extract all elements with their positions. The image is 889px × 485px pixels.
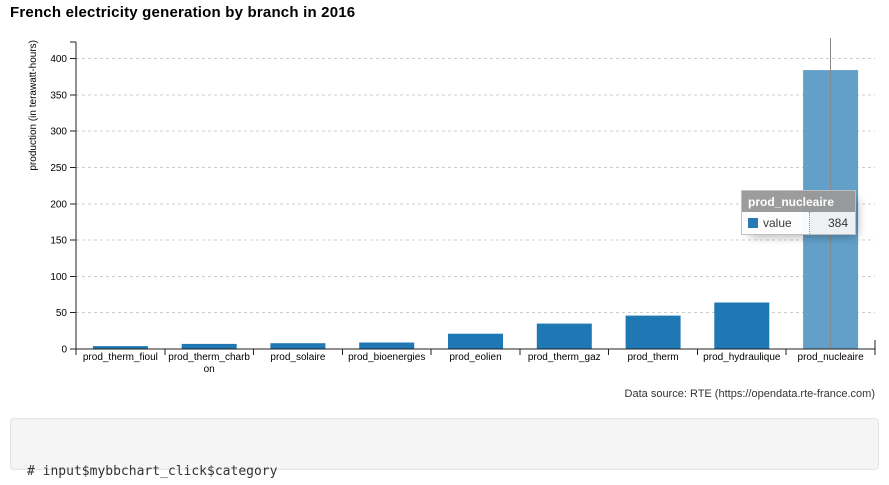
series-color-swatch-icon xyxy=(748,218,758,228)
bar-prod_eolien[interactable] xyxy=(448,333,503,349)
chart-title: French electricity generation by branch … xyxy=(10,4,356,21)
x-label-prod_therm_fioul: prod_therm_fioul xyxy=(82,352,158,363)
y-tick-label-400: 400 xyxy=(50,54,67,65)
tooltip-value: 384 xyxy=(809,212,855,234)
console-output: # input$mybbchart_click$category [1] "pr… xyxy=(10,418,879,479)
bar-prod_therm_gaz[interactable] xyxy=(536,323,592,349)
tooltip-category-title: prod_nucleaire xyxy=(742,191,855,212)
data-source-caption: Data source: RTE (https://opendata.rte-f… xyxy=(624,388,875,400)
y-tick-label-300: 300 xyxy=(50,127,67,138)
y-tick-label-0: 0 xyxy=(61,345,67,356)
y-tick-label-200: 200 xyxy=(50,199,67,210)
x-label-prod_therm_charbon: prod_therm_charbon xyxy=(168,352,250,375)
console-line-comment: # input$mybbchart_click$category xyxy=(27,464,278,479)
tooltip-series-label: value xyxy=(763,216,792,230)
y-tick-label-150: 150 xyxy=(50,236,67,247)
x-label-prod_eolien: prod_eolien xyxy=(449,352,502,363)
y-axis-title: production (in terawatt-hours) xyxy=(28,40,39,171)
y-tick-label-100: 100 xyxy=(50,272,67,283)
bar-prod_therm_fioul[interactable] xyxy=(92,346,148,349)
x-label-prod_therm: prod_therm xyxy=(627,352,679,363)
chart-tooltip: prod_nucleaire value 384 xyxy=(741,190,856,235)
x-label-prod_nucleaire: prod_nucleaire xyxy=(797,352,864,363)
x-label-prod_solaire: prod_solaire xyxy=(270,352,326,363)
tooltip-name-cell: value xyxy=(742,212,809,234)
bar-prod_hydraulique[interactable] xyxy=(714,302,770,350)
x-label-prod_hydraulique: prod_hydraulique xyxy=(703,352,781,363)
x-label-prod_bioenergies: prod_bioenergies xyxy=(348,352,426,363)
bar-prod_bioenergies[interactable] xyxy=(359,342,415,350)
y-tick-label-350: 350 xyxy=(50,90,67,101)
bar-prod_solaire[interactable] xyxy=(270,343,326,349)
tooltip-row: value 384 xyxy=(742,212,855,234)
chart-plot-area: 0 50 100 150 200 250 300 350 400 production (in t… xyxy=(28,38,876,356)
bar-prod_therm[interactable] xyxy=(625,315,681,349)
bar-prod_therm_charbon[interactable] xyxy=(181,343,237,349)
x-label-prod_therm_gaz: prod_therm_gaz xyxy=(527,352,601,363)
y-tick-label-50: 50 xyxy=(56,308,68,319)
bar-chart: 0 50 100 150 200 250 300 350 400 production (in t… xyxy=(28,38,876,400)
y-tick-label-250: 250 xyxy=(50,163,67,174)
